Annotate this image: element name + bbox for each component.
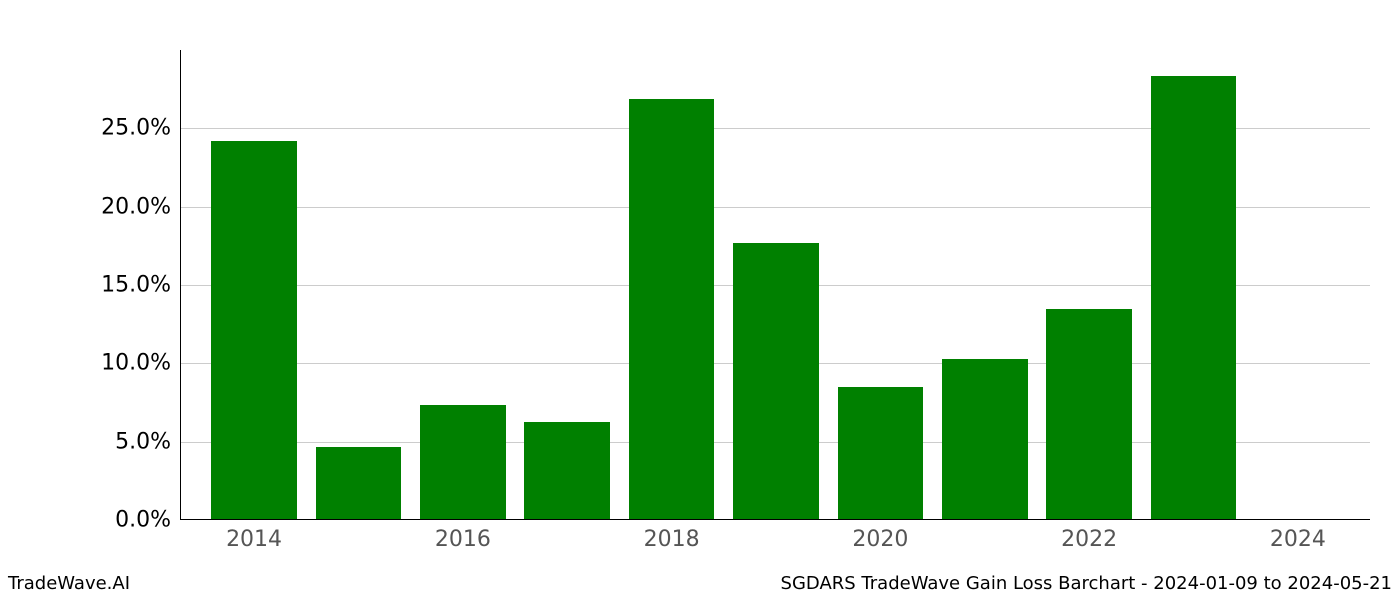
y-tick-label: 5.0%	[115, 429, 181, 454]
footer-right-caption: SGDARS TradeWave Gain Loss Barchart - 20…	[781, 573, 1392, 594]
bar	[524, 422, 610, 519]
plot-area: 0.0%5.0%10.0%15.0%20.0%25.0%201420162018…	[180, 50, 1370, 520]
x-tick-label: 2016	[435, 519, 491, 552]
bar	[316, 447, 402, 519]
x-tick-label: 2024	[1270, 519, 1326, 552]
y-tick-label: 10.0%	[101, 351, 181, 376]
bar	[838, 387, 924, 519]
footer-left-brand: TradeWave.AI	[8, 573, 130, 594]
y-tick-label: 20.0%	[101, 194, 181, 219]
x-tick-label: 2020	[852, 519, 908, 552]
bar	[629, 99, 715, 519]
x-tick-label: 2014	[226, 519, 282, 552]
bar	[1151, 76, 1237, 519]
y-tick-label: 15.0%	[101, 273, 181, 298]
y-tick-label: 25.0%	[101, 116, 181, 141]
bar	[420, 405, 506, 519]
x-tick-label: 2018	[644, 519, 700, 552]
x-tick-label: 2022	[1061, 519, 1117, 552]
bar	[733, 243, 819, 519]
bar	[211, 141, 297, 519]
gain-loss-barchart: 0.0% 5.0% 10.0% 15.0% 20.0% 25.0% 2014 2016 2018…	[0, 0, 1400, 600]
bar	[1046, 309, 1132, 519]
y-tick-label: 0.0%	[115, 508, 181, 533]
bar	[942, 359, 1028, 519]
